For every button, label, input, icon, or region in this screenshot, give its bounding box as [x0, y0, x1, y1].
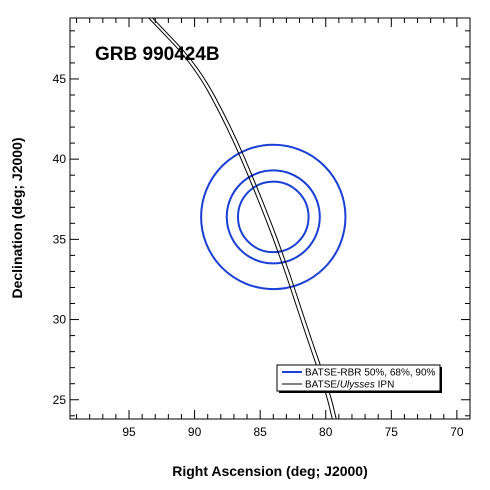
- legend-label-rbr: BATSE-RBR 50%, 68%, 90%: [305, 368, 436, 379]
- legend-box: [276, 364, 441, 392]
- error-circle-0: [236, 180, 310, 254]
- x-tick-label: 75: [385, 425, 399, 439]
- x-tick-label: 80: [319, 425, 333, 439]
- chart-title: GRB 990424B: [95, 44, 220, 65]
- tick-layer: 95 90 85 80 75 70 25 30 35 40 45: [53, 18, 471, 439]
- ipn-annulus-line-0: [148, 17, 333, 420]
- legend-label-ipn-suffix: IPN: [375, 380, 394, 391]
- legend: BATSE-RBR 50%, 68%, 90% BATSE/Ulysses IP…: [276, 364, 442, 393]
- y-tick-label: 45: [53, 72, 67, 86]
- y-axis-label: Declination (deg; J2000): [9, 137, 25, 298]
- y-tick-label: 25: [53, 393, 67, 407]
- plot-frame: [69, 17, 471, 420]
- error-circle-2: [200, 143, 347, 291]
- y-tick-label: 30: [53, 313, 67, 327]
- plot-background: [70, 18, 470, 419]
- data-layer: [148, 17, 347, 420]
- ipn-annulus-line-1: [152, 17, 337, 420]
- legend-label-ipn-italic: Ulysses: [340, 380, 375, 391]
- error-circle-1: [225, 169, 321, 265]
- x-axis-label: Right Ascension (deg; J2000): [172, 463, 368, 479]
- x-tick-label: 95: [122, 425, 136, 439]
- legend-label-ipn: BATSE/Ulysses IPN: [305, 380, 394, 391]
- x-tick-label: 90: [188, 425, 202, 439]
- x-tick-label: 85: [253, 425, 267, 439]
- legend-label-ipn-prefix: BATSE/: [305, 380, 340, 391]
- y-tick-label: 35: [53, 232, 67, 246]
- y-tick-label: 40: [53, 152, 67, 166]
- x-tick-label: 70: [450, 425, 464, 439]
